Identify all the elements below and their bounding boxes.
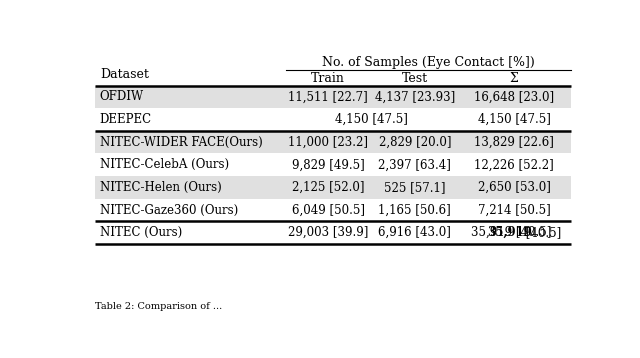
Text: 11,000 [23.2]: 11,000 [23.2]	[288, 136, 368, 149]
Text: 35,919 [40.5]: 35,919 [40.5]	[471, 226, 552, 239]
Text: 16,648 [23.0]: 16,648 [23.0]	[474, 91, 554, 103]
Bar	[95, 221, 571, 244]
Text: NITEC (Ours): NITEC (Ours)	[100, 226, 182, 239]
Text: NITEC-Helen (Ours): NITEC-Helen (Ours)	[100, 181, 221, 194]
Text: Train: Train	[311, 72, 345, 85]
Text: NITEC-Gaze360 (Ours): NITEC-Gaze360 (Ours)	[100, 203, 238, 217]
Text: DEEPEC: DEEPEC	[100, 113, 152, 126]
Text: 525 [57.1]: 525 [57.1]	[384, 181, 445, 194]
Bar	[95, 108, 571, 131]
Text: 13,829 [22.6]: 13,829 [22.6]	[474, 136, 554, 149]
Bar	[95, 86, 571, 108]
Bar	[95, 199, 571, 221]
Text: 4,150 [47.5]: 4,150 [47.5]	[477, 113, 550, 126]
Bar	[95, 131, 571, 154]
Text: Dataset: Dataset	[100, 68, 148, 81]
Text: Test: Test	[402, 72, 428, 85]
Text: 29,003 [39.9]: 29,003 [39.9]	[288, 226, 368, 239]
Bar	[95, 176, 571, 199]
Text: 1,165 [50.6]: 1,165 [50.6]	[378, 203, 451, 217]
Text: 35,919 [40.5]: 35,919 [40.5]	[471, 226, 552, 239]
Text: No. of Samples (Eye Contact [%]): No. of Samples (Eye Contact [%])	[322, 56, 535, 69]
Text: Σ: Σ	[509, 72, 518, 85]
Text: 11,511 [22.7]: 11,511 [22.7]	[288, 91, 368, 103]
Text: 2,397 [63.4]: 2,397 [63.4]	[378, 158, 451, 171]
Text: [40.5]: [40.5]	[522, 226, 562, 239]
Text: 35,919: 35,919	[486, 226, 532, 239]
Text: 6,049 [50.5]: 6,049 [50.5]	[291, 203, 365, 217]
Text: 12,226 [52.2]: 12,226 [52.2]	[474, 158, 554, 171]
Text: NITEC-CelebA (Ours): NITEC-CelebA (Ours)	[100, 158, 229, 171]
Text: 6,916 [43.0]: 6,916 [43.0]	[378, 226, 451, 239]
Text: 9,829 [49.5]: 9,829 [49.5]	[292, 158, 364, 171]
Bar	[95, 154, 571, 176]
Text: 4,150 [47.5]: 4,150 [47.5]	[335, 113, 408, 126]
Text: NITEC-WIDER FACE(Ours): NITEC-WIDER FACE(Ours)	[100, 136, 262, 149]
Text: OFDIW: OFDIW	[100, 91, 144, 103]
Text: Table 2: Comparison of ...: Table 2: Comparison of ...	[95, 302, 222, 311]
Text: 2,650 [53.0]: 2,650 [53.0]	[477, 181, 550, 194]
Bar	[95, 54, 571, 86]
Text: 4,137 [23.93]: 4,137 [23.93]	[374, 91, 455, 103]
Text: 2,125 [52.0]: 2,125 [52.0]	[292, 181, 364, 194]
Text: 2,829 [20.0]: 2,829 [20.0]	[378, 136, 451, 149]
Text: 7,214 [50.5]: 7,214 [50.5]	[477, 203, 550, 217]
